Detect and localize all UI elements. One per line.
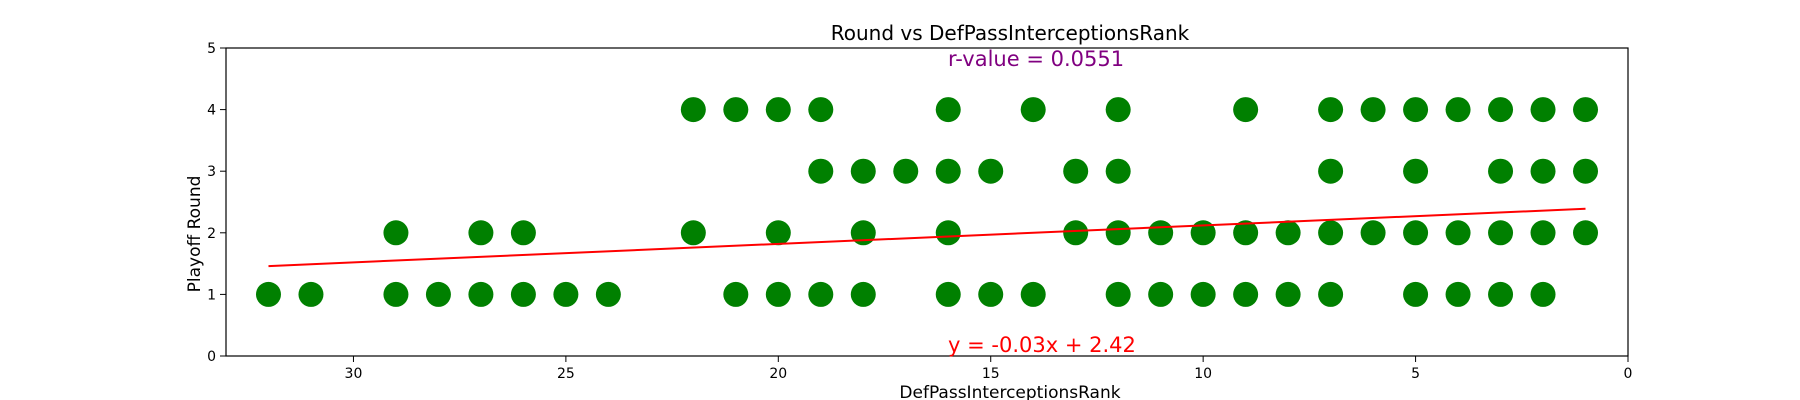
scatter-point: [1318, 281, 1344, 307]
scatter-point: [1275, 281, 1301, 307]
scatter-point: [765, 97, 791, 123]
scatter-point: [1403, 97, 1429, 123]
scatter-point: [1445, 97, 1471, 123]
scatter-point: [808, 97, 834, 123]
scatter-point: [1105, 281, 1131, 307]
y-tick-label: 5: [207, 41, 216, 57]
scatter-point: [935, 281, 961, 307]
scatter-point: [468, 281, 494, 307]
scatter-point: [1063, 220, 1089, 246]
scatter-point: [1488, 158, 1514, 184]
scatter-point: [1403, 158, 1429, 184]
scatter-point: [1488, 220, 1514, 246]
scatter-point: [1233, 220, 1259, 246]
x-tick-label: 5: [1411, 366, 1420, 382]
r-value-annotation: r-value = 0.0551: [948, 47, 1124, 71]
scatter-point: [978, 158, 1004, 184]
scatter-point: [935, 158, 961, 184]
scatter-point: [1148, 220, 1174, 246]
scatter-point: [808, 281, 834, 307]
scatter-point: [383, 281, 409, 307]
plot-marks: [255, 97, 1599, 307]
plot-frame: [225, 47, 1629, 357]
x-axis-label: DefPassInterceptionsRank: [899, 383, 1120, 400]
scatter-point: [1360, 220, 1386, 246]
scatter-point: [1275, 220, 1301, 246]
x-tick-label: 20: [769, 366, 787, 382]
scatter-point: [978, 281, 1004, 307]
scatter-point: [1148, 281, 1174, 307]
scatter-point: [1318, 97, 1344, 123]
scatter-point: [1063, 158, 1089, 184]
scatter-point: [1318, 158, 1344, 184]
scatter-point: [765, 220, 791, 246]
regression-equation-annotation: y = -0.03x + 2.42: [948, 333, 1136, 357]
scatter-point: [1530, 220, 1556, 246]
scatter-point: [1488, 97, 1514, 123]
scatter-point: [893, 158, 919, 184]
scatter-point: [1360, 97, 1386, 123]
scatter-point: [680, 97, 706, 123]
scatter-point: [1573, 158, 1599, 184]
y-tick-label: 1: [207, 287, 216, 303]
scatter-point: [1488, 281, 1514, 307]
scatter-point: [680, 220, 706, 246]
scatter-point: [850, 281, 876, 307]
scatter-point: [1573, 97, 1599, 123]
scatter-point: [850, 158, 876, 184]
x-tick-label: 25: [557, 366, 575, 382]
axis-ticks: 30 25 20 15 10 5 0 0 1 2 3 4 5: [207, 41, 1632, 382]
scatter-point: [1445, 281, 1471, 307]
regression-line: [268, 207, 1586, 268]
scatter-point: [383, 220, 409, 246]
scatter-point: [510, 281, 536, 307]
y-tick-label: 2: [207, 226, 216, 242]
scatter-point: [468, 220, 494, 246]
y-axis-label: Playoff Round: [185, 176, 205, 293]
y-tick-label: 0: [207, 349, 216, 365]
scatter-point: [765, 281, 791, 307]
x-tick-label: 15: [982, 366, 1000, 382]
scatter-point: [1233, 97, 1259, 123]
scatter-point: [1105, 220, 1131, 246]
scatter-point: [1530, 158, 1556, 184]
x-tick-label: 10: [1194, 366, 1212, 382]
scatter-point: [935, 220, 961, 246]
scatter-point: [1530, 281, 1556, 307]
scatter-point: [510, 220, 536, 246]
x-tick-label: 30: [345, 366, 363, 382]
scatter-point: [1445, 220, 1471, 246]
scatter-point: [1403, 281, 1429, 307]
scatter-point: [553, 281, 579, 307]
scatter-point: [1020, 281, 1046, 307]
scatter-point: [1573, 220, 1599, 246]
scatter-point: [595, 281, 621, 307]
scatter-point: [255, 281, 281, 307]
scatter-point: [425, 281, 451, 307]
scatter-point: [1105, 158, 1131, 184]
scatter-point: [1233, 281, 1259, 307]
scatter-point: [723, 281, 749, 307]
scatter-point: [935, 97, 961, 123]
scatter-point: [1190, 281, 1216, 307]
x-tick-label: 0: [1624, 366, 1633, 382]
scatter-point: [1318, 220, 1344, 246]
scatter-point: [808, 158, 834, 184]
scatter-point: [1105, 97, 1131, 123]
scatter-point: [298, 281, 324, 307]
scatter-point: [1020, 97, 1046, 123]
scatter-point: [1403, 220, 1429, 246]
scatter-point: [1530, 97, 1556, 123]
y-tick-label: 3: [207, 164, 216, 180]
chart-title: Round vs DefPassInterceptionsRank: [831, 21, 1190, 45]
scatter-point: [723, 97, 749, 123]
y-tick-label: 4: [207, 103, 216, 119]
